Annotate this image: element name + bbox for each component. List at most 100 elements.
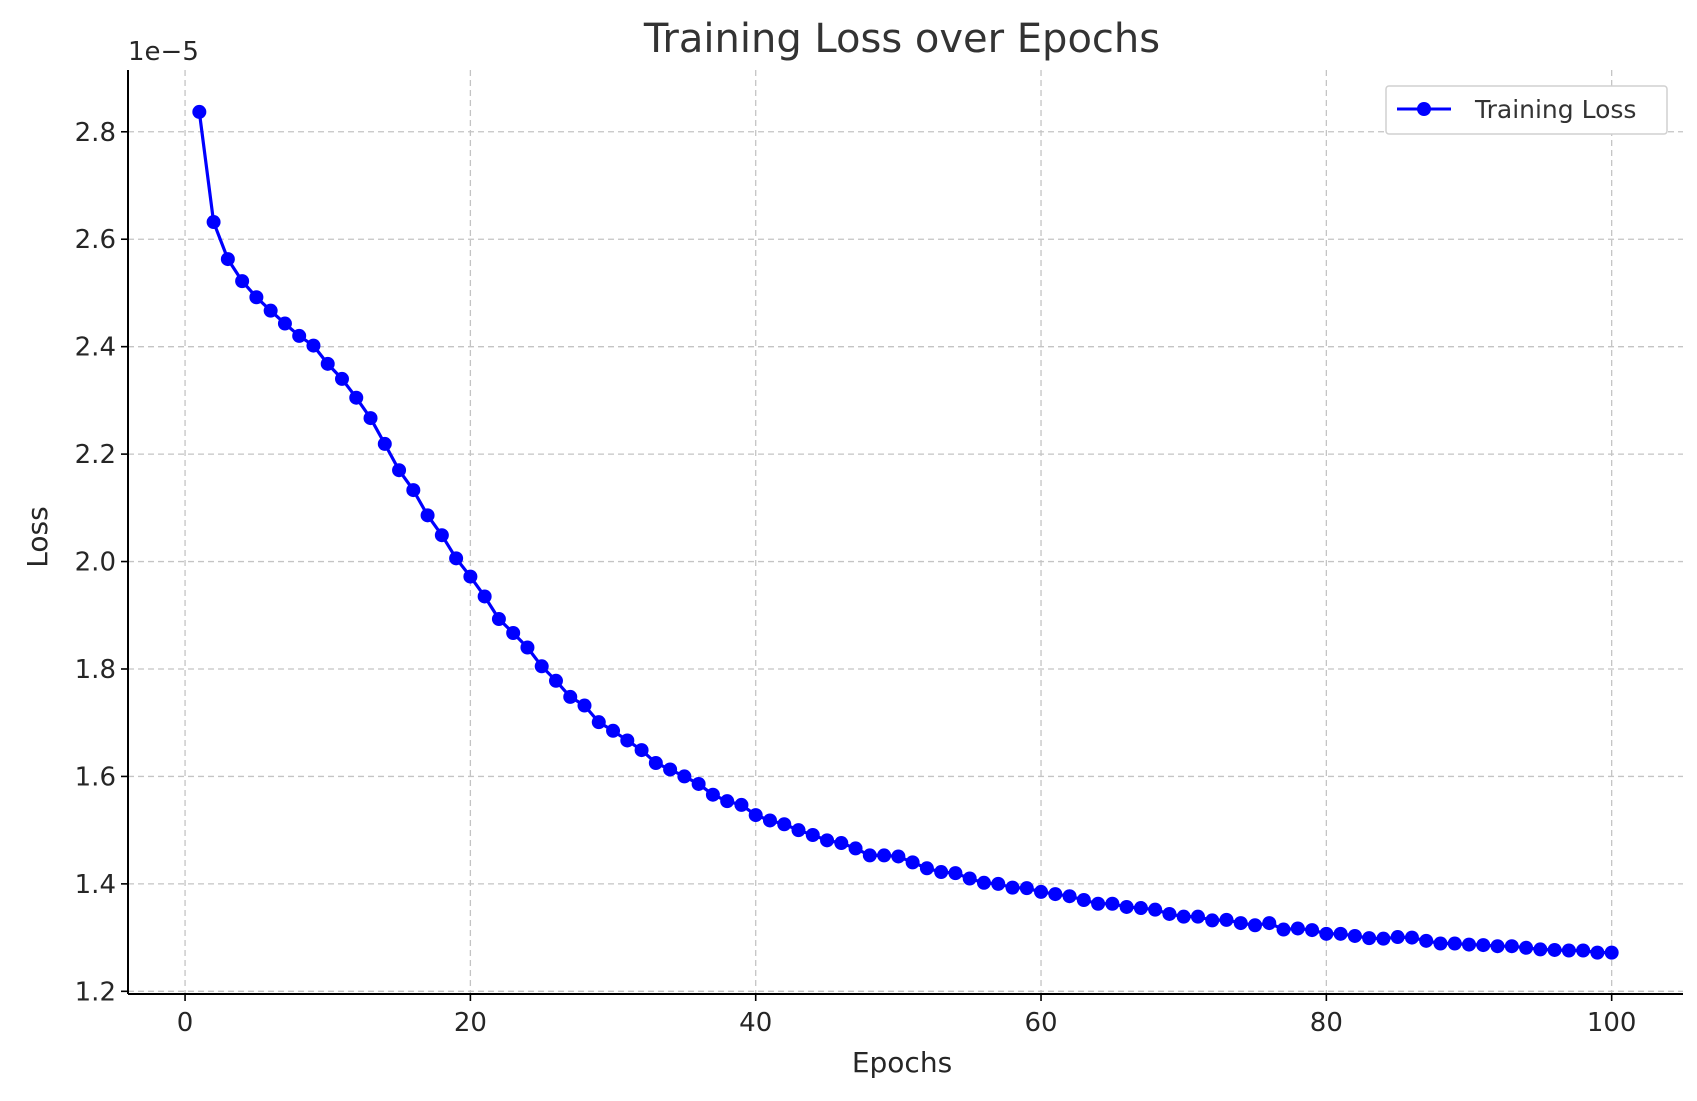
data-point <box>1519 940 1534 955</box>
data-point <box>1048 887 1063 902</box>
data-point <box>420 508 435 523</box>
data-point <box>934 865 949 880</box>
data-point <box>1119 899 1134 914</box>
data-point <box>834 836 849 851</box>
data-point <box>1319 926 1334 941</box>
data-point <box>1233 916 1248 931</box>
data-point <box>1376 931 1391 946</box>
data-point <box>334 371 349 386</box>
y-offset-label: 1e−5 <box>128 37 199 67</box>
data-point <box>406 483 421 498</box>
data-point <box>1176 909 1191 924</box>
data-point <box>463 569 478 584</box>
data-point <box>805 827 820 842</box>
data-point <box>648 756 663 770</box>
data-point <box>919 861 934 876</box>
data-point <box>663 762 678 777</box>
data-point <box>220 252 235 267</box>
data-point <box>1362 931 1377 946</box>
data-point <box>1390 930 1405 945</box>
legend-marker-swatch <box>1417 102 1431 116</box>
data-point <box>1162 906 1177 921</box>
data-point <box>1091 896 1106 911</box>
y-tick-label: 2.6 <box>75 225 116 255</box>
data-point <box>377 436 392 451</box>
data-point <box>862 848 877 863</box>
x-tick-label: 100 <box>1587 1008 1637 1038</box>
data-point <box>1205 913 1220 928</box>
data-point <box>976 875 991 890</box>
data-point <box>1190 909 1205 924</box>
data-point <box>1333 926 1348 941</box>
data-point <box>1504 939 1519 954</box>
data-point <box>292 328 307 343</box>
data-point <box>192 104 207 119</box>
data-point <box>620 733 635 748</box>
data-point <box>434 528 449 543</box>
data-point <box>477 589 492 604</box>
data-point <box>1148 902 1163 917</box>
data-point <box>820 833 835 848</box>
data-point <box>791 823 806 838</box>
data-point <box>877 848 892 863</box>
data-point <box>591 715 606 730</box>
data-point <box>720 794 735 809</box>
data-point <box>1005 880 1020 895</box>
series-training-loss <box>192 104 1619 960</box>
x-tick-label: 80 <box>1310 1008 1343 1038</box>
data-point <box>1019 881 1034 896</box>
data-point <box>577 698 592 713</box>
data-point <box>848 841 863 856</box>
grid-lines <box>128 70 1683 994</box>
x-tick-label: 40 <box>739 1008 772 1038</box>
data-point <box>1105 896 1120 911</box>
data-point <box>306 338 321 353</box>
data-point <box>1262 916 1277 931</box>
data-point <box>520 640 535 655</box>
data-point <box>491 612 506 627</box>
data-point <box>320 356 335 371</box>
x-tick-label: 20 <box>454 1008 487 1038</box>
data-point <box>634 743 649 758</box>
data-point <box>1276 922 1291 937</box>
data-point <box>1034 884 1049 899</box>
data-point <box>748 808 763 823</box>
data-point <box>1490 939 1505 954</box>
data-point <box>705 787 720 802</box>
data-point <box>1133 901 1148 916</box>
data-point <box>948 866 963 881</box>
y-tick-label: 1.2 <box>75 977 116 1007</box>
data-point <box>691 776 706 791</box>
data-point <box>1447 936 1462 951</box>
data-point <box>1462 937 1477 952</box>
data-point <box>277 316 292 331</box>
data-point <box>991 876 1006 891</box>
data-point <box>1547 942 1562 957</box>
y-tick-label: 2.8 <box>75 118 116 148</box>
data-point <box>1347 928 1362 943</box>
data-point <box>677 769 692 784</box>
data-point <box>548 673 563 688</box>
y-tick-label: 2.2 <box>75 440 116 470</box>
data-point <box>363 411 378 426</box>
tick-labels: 0 20 40 60 80 100 1.2 1.4 1.6 1.8 2.0 2.2 2.4 2.6 2.8 <box>75 118 1637 1038</box>
legend-label-training-loss: Training Loss <box>1474 95 1636 124</box>
y-axis-title: Loss <box>21 506 54 567</box>
data-point <box>1076 892 1091 907</box>
data-point <box>206 215 221 230</box>
data-point <box>1290 921 1305 936</box>
data-point <box>263 303 278 318</box>
data-point <box>249 290 264 305</box>
data-point <box>1305 923 1320 938</box>
data-point <box>1219 912 1234 927</box>
data-point <box>1476 938 1491 953</box>
data-point <box>449 551 464 566</box>
y-tick-label: 1.6 <box>75 762 116 792</box>
data-point <box>1419 933 1434 948</box>
data-point <box>905 855 920 870</box>
data-point <box>1533 942 1548 957</box>
data-point <box>392 463 407 478</box>
data-point <box>1604 945 1619 960</box>
data-point <box>506 626 521 640</box>
